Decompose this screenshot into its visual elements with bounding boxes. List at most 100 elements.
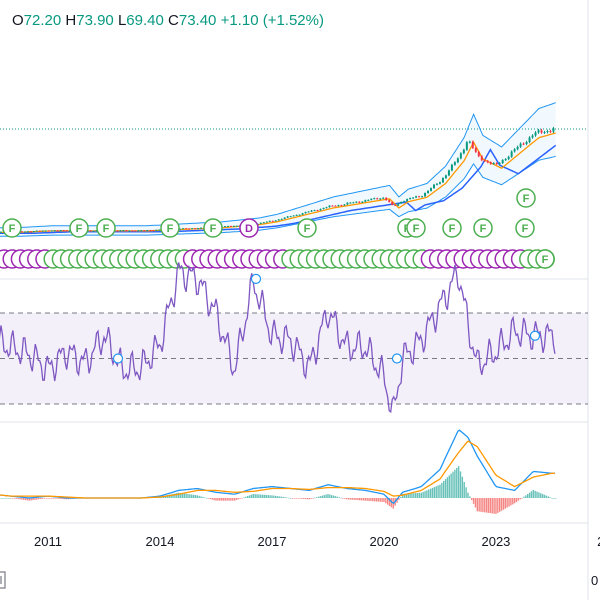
candle-body	[412, 197, 415, 199]
macd-histogram-bar	[508, 498, 510, 507]
macd-histogram-bar	[442, 480, 445, 498]
macd-histogram-bar	[192, 494, 195, 498]
macd-histogram-bar	[327, 494, 329, 498]
macd-histogram-bar	[470, 498, 473, 501]
event-marker-label: F	[9, 223, 16, 235]
macd-histogram-bar	[303, 498, 305, 499]
macd-histogram-bar	[469, 496, 471, 498]
macd-histogram-bar	[519, 498, 521, 500]
candle-body	[513, 149, 516, 152]
macd-histogram-bar	[448, 475, 450, 498]
macd-signal-line	[0, 440, 555, 499]
macd-histogram-bar	[387, 498, 389, 505]
candle-body	[361, 201, 364, 203]
ohlc-legend: O72.20 H73.90 L69.40 C73.40 +1.10 (+1.52…	[12, 12, 324, 29]
candle-body	[286, 216, 289, 218]
macd-histogram-bar	[295, 498, 297, 499]
macd-histogram-bar	[364, 498, 367, 501]
candle-body	[343, 204, 346, 206]
macd-histogram-bar	[245, 496, 247, 498]
macd-histogram-bar	[252, 494, 255, 498]
candle-body	[438, 182, 441, 184]
candle-body	[0, 231, 2, 233]
event-markers: FFFFFFFFFFFFFD	[0, 188, 555, 269]
candle-body	[456, 158, 459, 163]
macd-histogram-bar	[248, 495, 251, 498]
macd-histogram-bar	[254, 494, 256, 498]
macd-histogram-bar	[228, 498, 230, 501]
candle-body	[331, 205, 334, 207]
macd-histogram-bar	[177, 492, 180, 498]
macd-histogram-bar	[495, 498, 497, 514]
macd-histogram-bar	[19, 498, 21, 500]
candle-body	[346, 202, 349, 205]
macd-histogram-bar	[317, 496, 320, 498]
macd-histogram-bar	[540, 493, 542, 498]
candle-body	[68, 230, 71, 232]
macd-histogram-bar	[232, 498, 234, 501]
macd-histogram-bar	[452, 471, 454, 498]
macd-histogram-bar	[194, 495, 197, 498]
macd-histogram-bar	[323, 495, 325, 498]
macd-histogram-bar	[204, 497, 206, 499]
event-marker-label: D	[245, 223, 253, 235]
event-marker-label: F	[480, 223, 487, 235]
candle-body	[394, 204, 397, 206]
candle-body	[316, 210, 319, 212]
macd-histogram-bar	[211, 498, 213, 500]
macd-histogram-bar	[525, 495, 527, 498]
candle-body	[23, 231, 26, 233]
macd-histogram-bar	[11, 498, 14, 499]
candle-body	[182, 228, 185, 230]
macd-histogram-bar	[9, 498, 12, 499]
macd-histogram-bar	[310, 498, 312, 499]
event-marker	[516, 188, 536, 208]
macd-histogram-bar	[278, 496, 281, 498]
macd-histogram-bar	[43, 498, 45, 499]
macd-histogram-bar	[45, 498, 47, 499]
price-axis-bottom-label: 0	[591, 573, 598, 588]
macd-histogram-bar	[235, 498, 238, 500]
candle-body	[534, 132, 537, 136]
macd-histogram-bar	[314, 497, 316, 499]
macd-histogram-bar	[487, 498, 490, 513]
macd-histogram-bar	[554, 498, 557, 499]
macd-histogram-bar	[351, 498, 353, 500]
price-pane[interactable]: FFFFFFFFFFFFFD	[0, 102, 588, 269]
time-axis-tick-label: 2020	[370, 534, 399, 549]
candle-body	[495, 163, 498, 165]
macd-histogram-bar	[521, 498, 523, 499]
candle-body	[409, 198, 412, 200]
macd-histogram-bar	[342, 498, 344, 499]
macd-histogram-bar	[288, 497, 290, 499]
candle-body	[188, 228, 191, 230]
macd-histogram-bar	[200, 496, 202, 498]
event-marker	[96, 218, 116, 238]
event-marker	[442, 218, 462, 238]
candle-body	[229, 225, 232, 227]
macd-histogram-bar	[176, 493, 178, 498]
macd-histogram-bar	[538, 492, 540, 498]
macd-histogram-bar	[269, 495, 271, 498]
candle-body	[122, 230, 125, 232]
timezone-icon[interactable]	[0, 571, 6, 589]
macd-histogram-bar	[541, 494, 544, 498]
macd-histogram-bar	[219, 498, 221, 501]
candle-body	[38, 230, 41, 232]
macd-histogram-bar	[256, 494, 258, 498]
macd-histogram-bar	[340, 497, 342, 499]
candle-body	[116, 230, 119, 232]
macd-histogram-bar	[551, 498, 553, 499]
event-marker-label: F	[449, 223, 456, 235]
event-marker-label: F	[76, 223, 83, 235]
time-axis[interactable]: 2011 2014 2017 2020 2023 202	[34, 534, 600, 549]
macd-histogram-bar	[532, 490, 534, 498]
candle-body	[295, 214, 298, 216]
macd-histogram-bar	[241, 498, 243, 499]
macd-pane[interactable]	[0, 429, 557, 514]
candle-body	[26, 231, 29, 233]
candle-body	[424, 193, 427, 197]
rsi-pane[interactable]	[0, 262, 588, 414]
macd-histogram-bar	[517, 498, 520, 501]
candle-body	[373, 198, 376, 200]
